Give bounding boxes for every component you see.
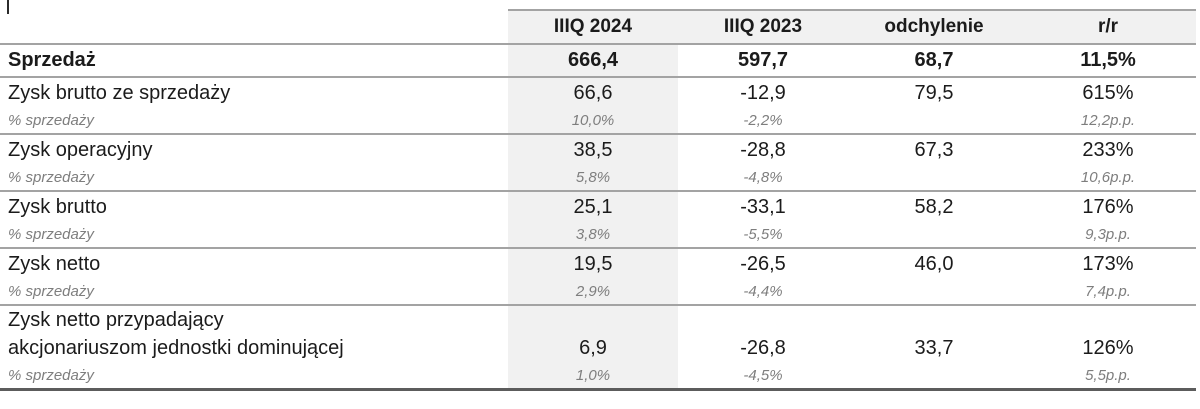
cell-q2023: -5,5% (678, 222, 848, 249)
cell-q2023: -26,8 (740, 337, 786, 359)
row-label: Sprzedaż (0, 44, 508, 78)
row-label: Zysk operacyjny (0, 134, 508, 165)
cell-rr: 126% (1082, 337, 1134, 359)
cell-odchylenie: 46,0 (914, 253, 954, 275)
cell-q2023: -2,2% (678, 108, 848, 135)
subrow-label: % sprzedaży (0, 108, 508, 135)
table-row-zysk-netto: Zysk netto 19,5 -26,5 46,0 173% (0, 248, 1196, 279)
cell-q2024: 1,0% (508, 363, 678, 391)
table-subrow-procent-sprzedazy: % sprzedaży 2,9% -4,4% 7,4p.p. (0, 279, 1196, 306)
cell-q2024: 38,5 (508, 134, 678, 165)
cell-rr: 5,5p.p. (1020, 363, 1196, 391)
cell-rr: 233% (1082, 139, 1134, 161)
cell-odchylenie: 58,2 (914, 196, 954, 218)
cell-rr: 11,5% (1020, 44, 1196, 78)
table-row-zysk-brutto-ze-sprzedazy: Zysk brutto ze sprzedaży 66,6 -12,9 79,5… (0, 77, 1196, 108)
text-cursor-artifact (7, 0, 9, 14)
cell-odchylenie: 79,5 (914, 82, 954, 104)
table-subrow-procent-sprzedazy: % sprzedaży 3,8% -5,5% 9,3p.p. (0, 222, 1196, 249)
cell-odchylenie (848, 279, 1020, 306)
cell-q2024: 2,9% (508, 279, 678, 306)
row-label: Zysk netto (0, 248, 508, 279)
cell-q2024: 25,1 (508, 191, 678, 222)
cell-q2023: -4,5% (678, 363, 848, 391)
table-row-zysk-netto-akcjonariuszy: Zysk netto przypadający akcjonariuszom j… (0, 305, 1196, 363)
column-header-odchylenie: odchylenie (848, 9, 1020, 45)
cell-odchylenie: 68,7 (848, 44, 1020, 78)
subrow-label: % sprzedaży (0, 222, 508, 249)
cell-rr: 7,4p.p. (1020, 279, 1196, 306)
table-header-row: IIIQ 2024 IIIQ 2023 odchylenie r/r (0, 9, 1196, 45)
cell-odchylenie (848, 222, 1020, 249)
row-label-line1: Zysk netto przypadający (8, 309, 224, 331)
row-label-line1: Zysk brutto ze sprzedaży (8, 82, 231, 104)
row-label-line1: Zysk netto (8, 253, 101, 275)
table-row-zysk-operacyjny: Zysk operacyjny 38,5 -28,8 67,3 233% (0, 134, 1196, 165)
cell-rr: 9,3p.p. (1020, 222, 1196, 249)
cell-q2023: -33,1 (740, 196, 786, 218)
financial-results-table: IIIQ 2024 IIIQ 2023 odchylenie r/r Sprze… (0, 9, 1196, 391)
cell-odchylenie (848, 363, 1020, 391)
table-row-zysk-brutto: Zysk brutto 25,1 -33,1 58,2 176% (0, 191, 1196, 222)
cell-q2024: 66,6 (508, 77, 678, 108)
cell-q2024: 6,9 (508, 305, 678, 363)
row-label: Zysk brutto ze sprzedaży (0, 77, 508, 108)
cell-odchylenie (848, 108, 1020, 135)
row-label-line1: Zysk operacyjny (8, 139, 153, 161)
row-label-line2: akcjonariuszom jednostki dominującej (8, 337, 344, 359)
cell-q2024: 10,0% (508, 108, 678, 135)
cell-q2024: 666,4 (508, 44, 678, 78)
column-header-blank (0, 10, 508, 45)
cell-q2023: -12,9 (740, 82, 786, 104)
column-header-iiiq-2023: IIIQ 2023 (678, 9, 848, 45)
cell-rr: 173% (1082, 253, 1134, 275)
cell-odchylenie (848, 165, 1020, 192)
cell-rr: 176% (1082, 196, 1134, 218)
cell-q2023: -28,8 (740, 139, 786, 161)
table-subrow-procent-sprzedazy: % sprzedaży 5,8% -4,8% 10,6p.p. (0, 165, 1196, 192)
row-label-line1: Zysk brutto (8, 196, 107, 218)
row-label: Zysk brutto (0, 191, 508, 222)
cell-q2023: -26,5 (740, 253, 786, 275)
cell-odchylenie: 33,7 (914, 337, 954, 359)
cell-q2024: 3,8% (508, 222, 678, 249)
cell-rr: 10,6p.p. (1020, 165, 1196, 192)
cell-rr: 615% (1082, 82, 1134, 104)
cell-odchylenie: 67,3 (914, 139, 954, 161)
table-row-sprzedaz: Sprzedaż 666,4 597,7 68,7 11,5% (0, 44, 1196, 78)
subrow-label: % sprzedaży (0, 165, 508, 192)
cell-q2023: -4,8% (678, 165, 848, 192)
column-header-iiiq-2024: IIIQ 2024 (508, 9, 678, 45)
cell-q2024: 5,8% (508, 165, 678, 192)
row-label: Zysk netto przypadający akcjonariuszom j… (0, 305, 508, 363)
cell-q2023: -4,4% (678, 279, 848, 306)
column-header-rr: r/r (1020, 9, 1196, 45)
table-subrow-procent-sprzedazy: % sprzedaży 1,0% -4,5% 5,5p.p. (0, 363, 1196, 391)
cell-q2023: 597,7 (678, 44, 848, 78)
subrow-label: % sprzedaży (0, 279, 508, 306)
table-subrow-procent-sprzedazy: % sprzedaży 10,0% -2,2% 12,2p.p. (0, 108, 1196, 135)
cell-q2024: 19,5 (508, 248, 678, 279)
subrow-label: % sprzedaży (0, 363, 508, 391)
cell-rr: 12,2p.p. (1020, 108, 1196, 135)
